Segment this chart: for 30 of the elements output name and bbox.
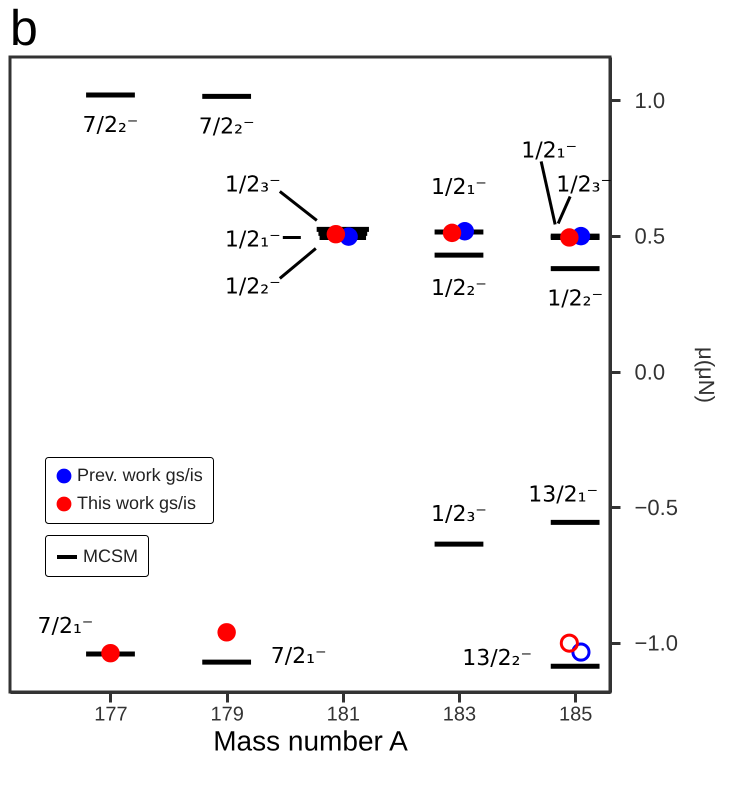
annotation: 1/2₃⁻ [431, 502, 487, 528]
x-axis-title: Mass number A [213, 726, 408, 756]
x-tick-label: 185 [558, 704, 592, 726]
annotation: 7/2₁⁻ [270, 644, 327, 670]
annotation: 1/2₂⁻ [547, 286, 604, 312]
x-tick-label: 177 [94, 704, 128, 726]
annotation: 7/2₂⁻ [198, 114, 255, 140]
annotation: 1/2₃⁻ [224, 172, 281, 198]
y-tick-label: −1.0 [634, 630, 678, 656]
annotation: 7/2₂⁻ [82, 112, 138, 138]
y-tick-label: 0.5 [634, 224, 666, 249]
chart-title: b [10, 0, 38, 56]
x-tick-label: 179 [210, 704, 244, 726]
annotation: 13/2₁⁻ [528, 482, 598, 508]
legend-label: MCSM [83, 546, 138, 566]
annotation: 1/2₁⁻ [521, 138, 578, 164]
y-tick-label: 0.0 [634, 359, 666, 384]
annotation: 1/2₂⁻ [224, 274, 281, 300]
y-axis-title: μ(μN) [694, 347, 719, 403]
annotation: 7/2₁⁻ [38, 614, 94, 640]
annotation: 1/2₁⁻ [224, 227, 281, 252]
x-tick-label: 183 [442, 704, 476, 726]
y-tick-label: −0.5 [634, 494, 678, 520]
legend-label: Prev. work gs/is [77, 465, 203, 485]
annotation: 1/2₂⁻ [431, 276, 487, 302]
annotation: 13/2₂⁻ [462, 646, 532, 672]
annotation: 1/2₁⁻ [431, 175, 487, 200]
x-tick-label: 181 [326, 704, 360, 726]
y-tick-label: 1.0 [634, 88, 666, 113]
legend-label: This work gs/is [77, 493, 196, 513]
